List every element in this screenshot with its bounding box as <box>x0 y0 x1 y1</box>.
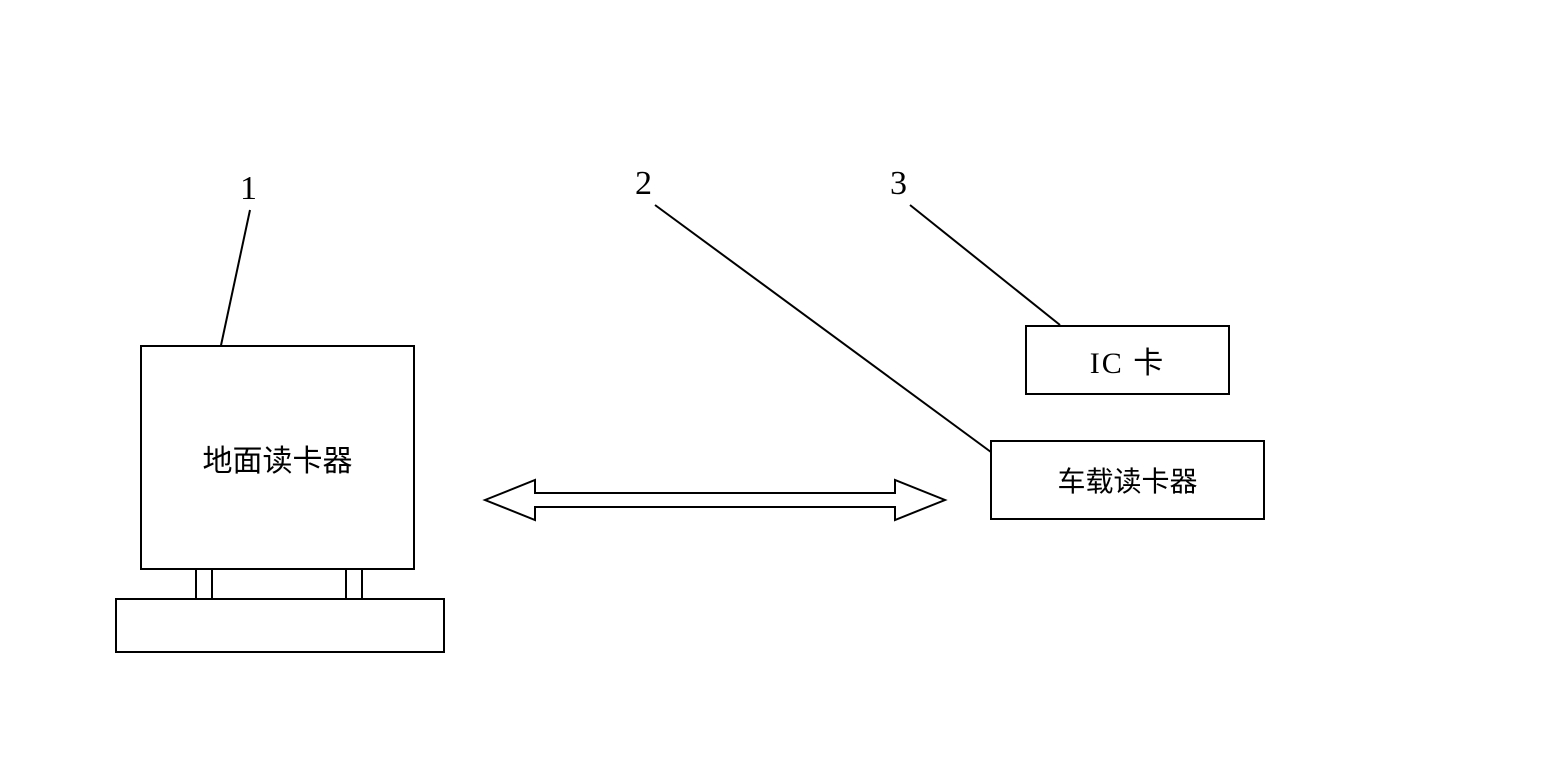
leader-line-1 <box>220 210 250 350</box>
bidirectional-arrow <box>485 480 945 520</box>
label-1: 1 <box>240 170 257 208</box>
vehicle-reader-box: 车载读卡器 <box>990 440 1265 520</box>
ic-card-box: IC 卡 <box>1025 325 1230 395</box>
leader-line-2 <box>655 205 995 455</box>
ground-reader-leg-left <box>195 570 213 598</box>
label-3: 3 <box>890 165 907 203</box>
system-diagram: 1 2 3 地面读卡器 IC 卡 车载读卡器 <box>0 0 1560 780</box>
ground-reader-leg-right <box>345 570 363 598</box>
ground-reader-label: 地面读卡器 <box>203 436 353 480</box>
leader-line-3 <box>910 205 1060 325</box>
vehicle-reader-label: 车载读卡器 <box>1057 460 1197 500</box>
ic-card-label: IC 卡 <box>1090 338 1166 382</box>
ground-reader-box: 地面读卡器 <box>140 345 415 570</box>
label-2: 2 <box>635 165 652 203</box>
ground-reader-base <box>115 598 445 653</box>
